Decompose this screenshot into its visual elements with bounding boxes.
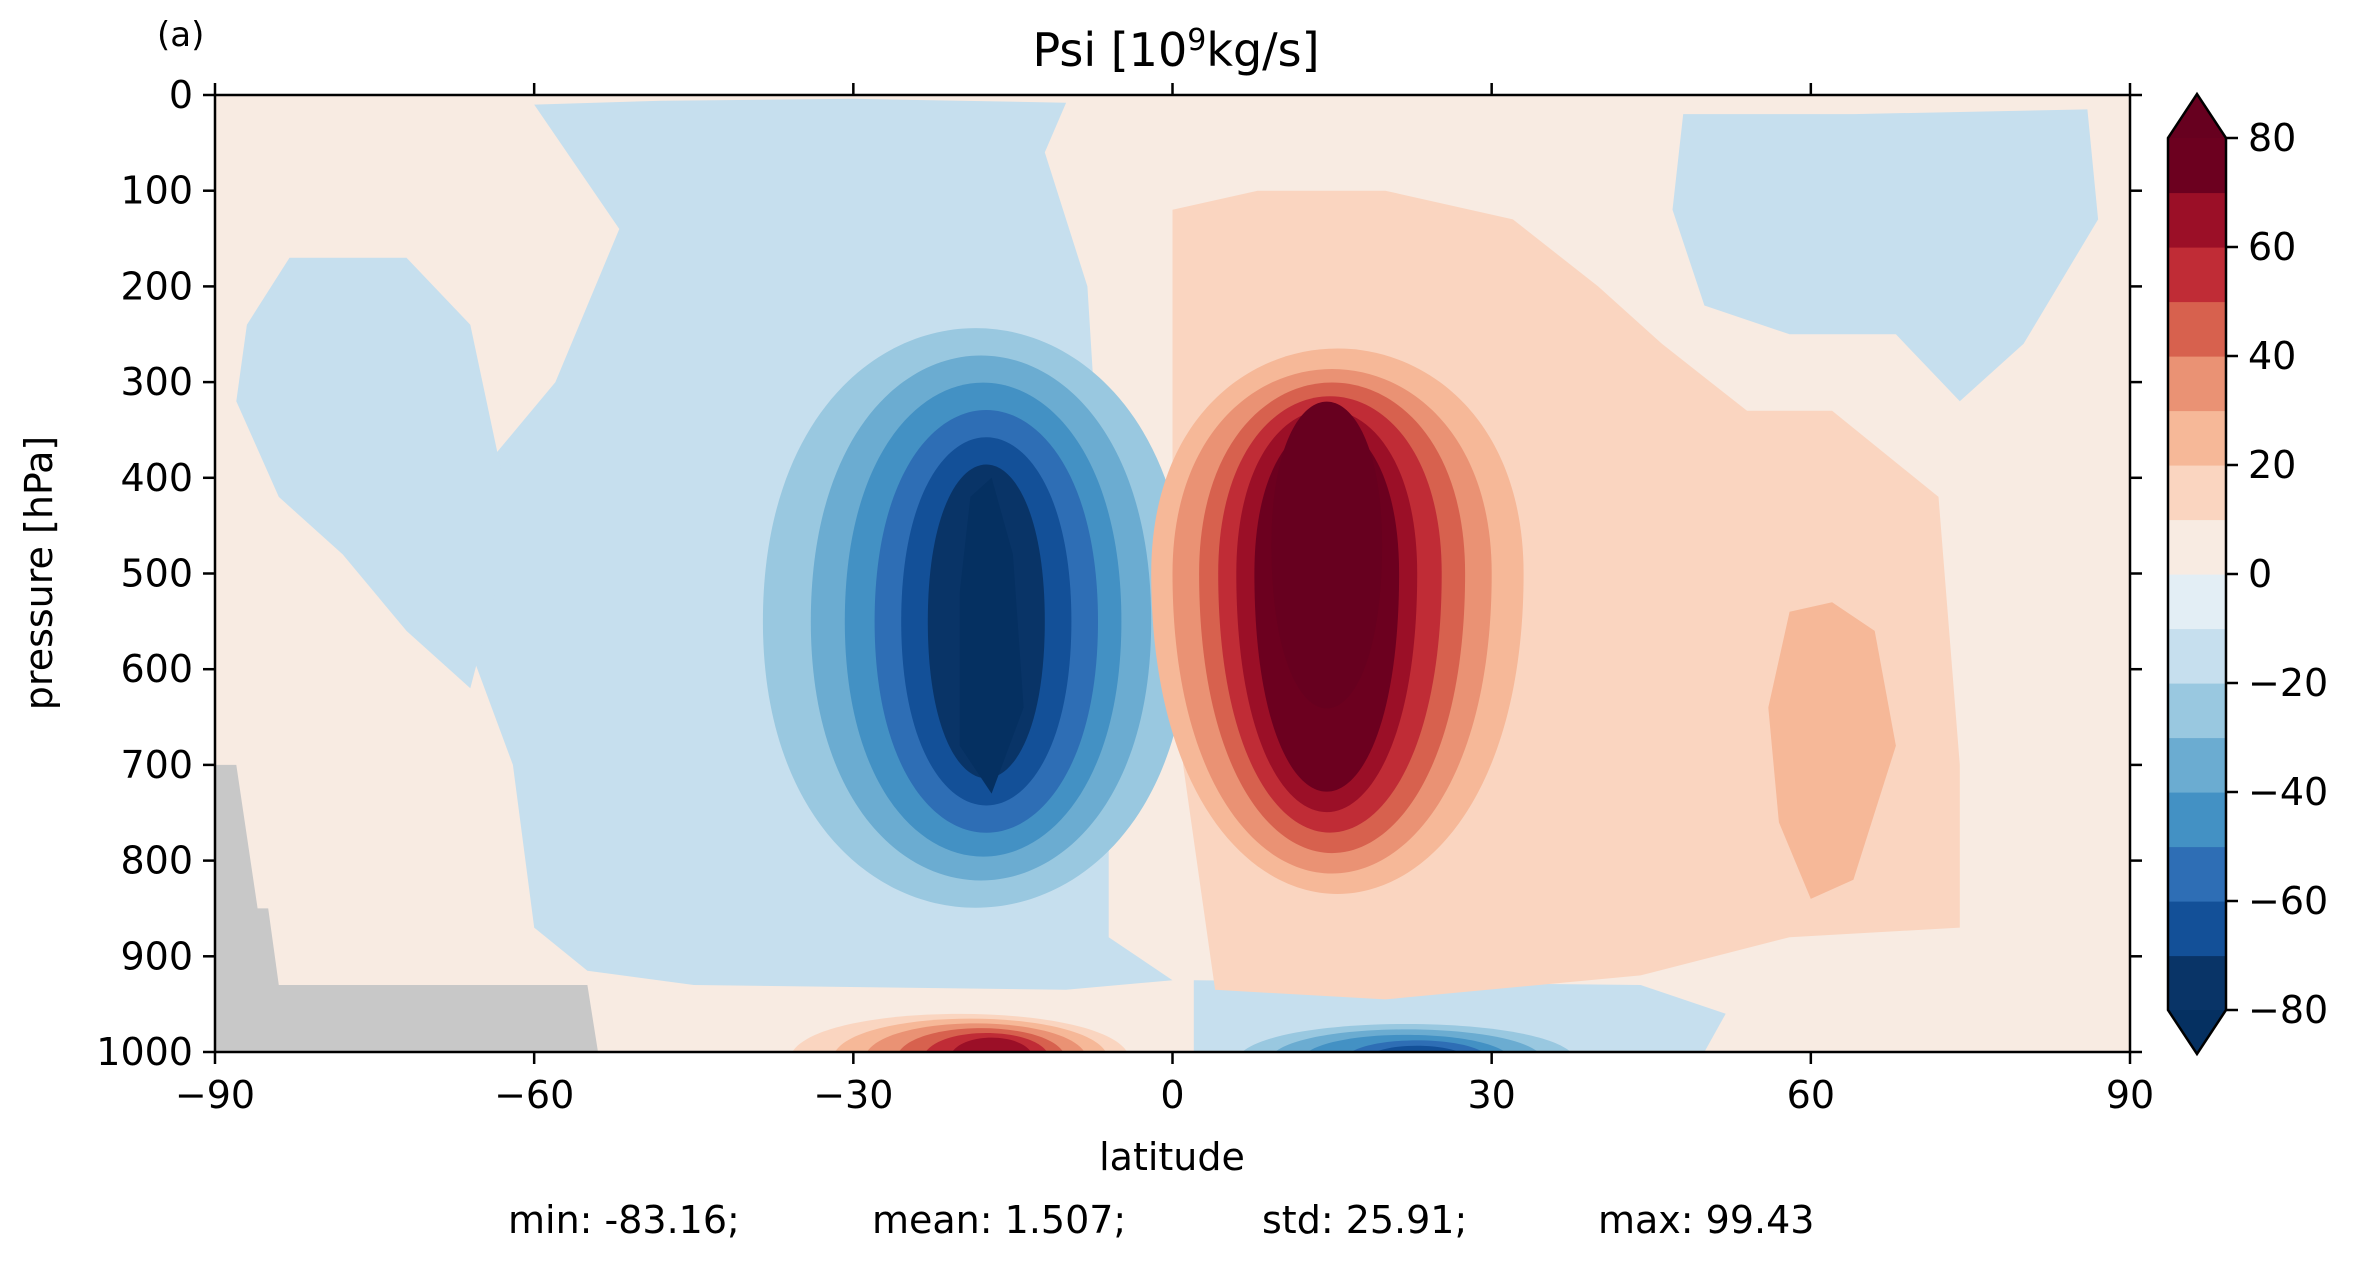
chart-title: Psi [109kg/s] <box>1032 23 1319 77</box>
title-exponent: 9 <box>1187 23 1206 58</box>
colorbar-segment <box>2168 901 2226 957</box>
plot-area <box>215 95 2130 1052</box>
colorbar-under-extension <box>2168 1010 2226 1054</box>
colorbar-tick-label: 0 <box>2248 552 2272 596</box>
colorbar-segment <box>2168 465 2226 521</box>
contour-over-northern-core <box>1271 401 1383 709</box>
y-axis-label: pressure [hPa] <box>17 436 61 710</box>
colorbar-tick-label: −80 <box>2248 988 2328 1032</box>
y-tick-label: 300 <box>120 360 193 404</box>
statistics-line: min: -83.16; mean: 1.507; std: 25.91; ma… <box>0 1198 2362 1248</box>
colorbar-segment <box>2168 574 2226 630</box>
x-axis-label: latitude <box>1099 1135 1245 1179</box>
title-base: Psi [10 <box>1032 23 1187 77</box>
contour-fields <box>236 98 2099 1052</box>
colorbar-tick-label: 60 <box>2248 225 2296 269</box>
contour-neg-1-northern-upper <box>1672 109 2099 402</box>
colorbar-segment <box>2168 683 2226 739</box>
title-unit: kg/s] <box>1206 23 1319 77</box>
terrain-mask <box>215 764 598 1052</box>
stat-min: min: -83.16; <box>508 1198 740 1242</box>
stat-max: max: 99.43 <box>1598 1198 1815 1242</box>
colorbar-segment <box>2168 737 2226 793</box>
colorbar-segment <box>2168 356 2226 412</box>
y-tick-label: 500 <box>120 552 193 596</box>
x-axis: −90 −60 −30 0 30 60 90 <box>175 83 2154 1117</box>
stat-std: std: 25.91; <box>1262 1198 1468 1242</box>
colorbar-tick-label: 80 <box>2248 116 2296 160</box>
contour-neg-6-northern-surface <box>1375 1045 1459 1052</box>
x-tick-label: 60 <box>1787 1073 1835 1117</box>
colorbar-segment <box>2168 410 2226 466</box>
contour-under-southern-core <box>959 477 1024 794</box>
y-axis: 0 100 200 300 400 500 600 700 800 900 1000 <box>96 73 2142 1074</box>
x-tick-label: −30 <box>813 1073 893 1117</box>
colorbar: −80 −60 −40 −20 0 20 40 60 80 <box>2166 91 2328 1057</box>
colorbar-segment <box>2168 792 2226 848</box>
colorbar-segment <box>2168 628 2226 684</box>
y-tick-label: 200 <box>120 264 193 308</box>
x-tick-label: 30 <box>1467 1073 1515 1117</box>
y-tick-label: 900 <box>120 934 193 978</box>
colorbar-segment <box>2168 247 2226 303</box>
colorbar-over-extension <box>2168 94 2226 138</box>
contour-neg-1-southern-polar <box>236 257 513 689</box>
x-tick-label: 90 <box>2106 1073 2154 1117</box>
y-tick-label: 100 <box>120 169 193 213</box>
stat-mean: mean: 1.507; <box>872 1198 1127 1242</box>
x-tick-label: −60 <box>494 1073 574 1117</box>
x-tick-label: 0 <box>1160 1073 1184 1117</box>
panel-label: (a) <box>157 15 204 55</box>
y-tick-label: 800 <box>120 839 193 883</box>
colorbar-tick-label: 20 <box>2248 443 2296 487</box>
colorbar-tick-label: −40 <box>2248 770 2328 814</box>
colorbar-tick-label: −20 <box>2248 661 2328 705</box>
colorbar-segment <box>2168 301 2226 357</box>
colorbar-segment <box>2168 138 2226 194</box>
contour-pos-6-southern-surface <box>952 1037 1031 1052</box>
colorbar-segment <box>2168 519 2226 575</box>
y-tick-label: 1000 <box>96 1030 193 1074</box>
colorbar-segment <box>2168 192 2226 248</box>
colorbar-segment <box>2168 846 2226 902</box>
colorbar-segment <box>2168 955 2226 1011</box>
colorbar-tick-label: −60 <box>2248 879 2328 923</box>
y-tick-label: 700 <box>120 743 193 787</box>
y-tick-label: 600 <box>120 647 193 691</box>
y-tick-label: 400 <box>120 456 193 500</box>
x-tick-label: −90 <box>175 1073 255 1117</box>
contour-pos-3-northern-ferrel <box>1768 602 1896 899</box>
y-tick-label: 0 <box>169 73 193 117</box>
colorbar-tick-label: 40 <box>2248 334 2296 378</box>
